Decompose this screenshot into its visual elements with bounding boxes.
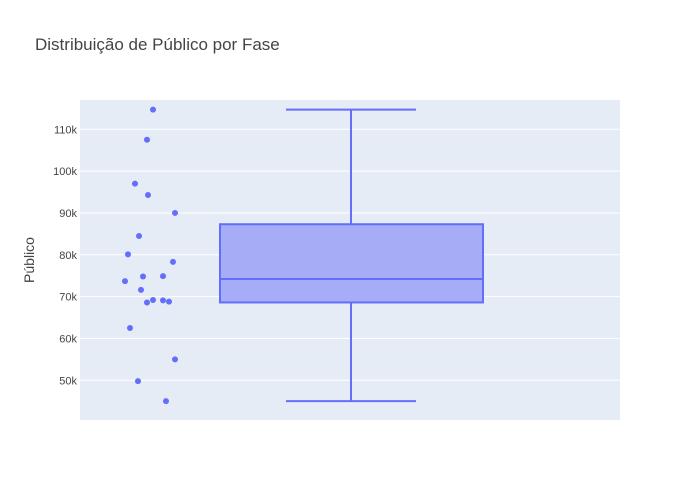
data-point <box>144 299 150 306</box>
y-tick-label: 80k <box>59 250 77 262</box>
chart-title: Distribuição de Público por Fase <box>35 35 280 54</box>
y-tick-label: 100k <box>53 166 77 178</box>
y-tick-label: 110k <box>54 124 78 136</box>
data-point <box>140 273 146 280</box>
data-point <box>136 232 142 239</box>
data-point <box>122 278 128 285</box>
data-point <box>135 378 141 385</box>
data-point <box>125 251 131 258</box>
iqr-box <box>219 223 484 304</box>
data-point <box>132 180 138 187</box>
data-point <box>145 191 151 198</box>
data-point <box>150 296 156 303</box>
y-tick-label: 70k <box>59 292 77 304</box>
data-point <box>127 324 133 331</box>
y-tick-label: 60k <box>59 333 77 345</box>
data-point <box>150 106 156 113</box>
y-axis-ticks: 50k 60k 70k 80k 90k 100k 110k <box>53 124 77 387</box>
data-point <box>170 258 176 265</box>
data-point <box>172 356 178 363</box>
data-point <box>172 209 178 216</box>
data-point <box>160 297 166 304</box>
y-tick-label: 50k <box>59 375 77 387</box>
y-tick-label: 90k <box>59 208 77 220</box>
box-series <box>219 108 484 403</box>
y-axis-label: Público <box>21 237 37 283</box>
data-point <box>160 273 166 280</box>
data-point <box>144 136 150 143</box>
data-point <box>138 286 144 293</box>
data-point <box>166 298 172 305</box>
data-point <box>163 398 169 405</box>
jitter-points <box>122 106 178 405</box>
